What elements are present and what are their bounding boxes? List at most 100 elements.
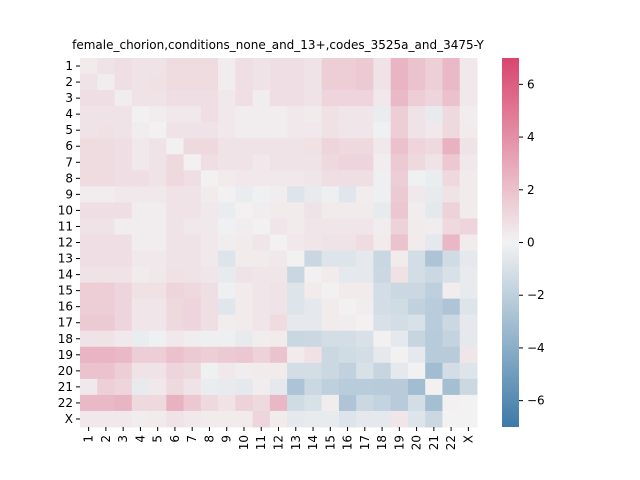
- heatmap-cell: [200, 314, 219, 332]
- heatmap-cell: [80, 154, 98, 171]
- heatmap-cell: [321, 122, 340, 139]
- heatmap-cell: [235, 362, 254, 380]
- heatmap-cell: [442, 330, 461, 348]
- heatmap-cell: [80, 106, 98, 123]
- x-axis-ticks: 1 2 3 4 5 6 7 8 9 10 11 12 13 14 15 16 17 18 19 20 21 22 X: [82, 427, 475, 450]
- heatmap-cell: [407, 394, 426, 412]
- heatmap-cell: [407, 122, 426, 139]
- heatmap-cell: [218, 362, 236, 380]
- y-tick-label: 8: [65, 171, 73, 185]
- heatmap-cell: [269, 410, 288, 428]
- heatmap-cell: [459, 298, 478, 316]
- heatmap-cell: [442, 154, 461, 171]
- heatmap-cell: [287, 266, 305, 284]
- heatmap-cell: [425, 250, 443, 268]
- heatmap-cell: [304, 298, 323, 316]
- heatmap-cell: [149, 90, 167, 107]
- heatmap-cell: [252, 314, 271, 332]
- heatmap-cell: [459, 250, 478, 268]
- heatmap-cell: [442, 362, 461, 380]
- heatmap-cell: [183, 122, 202, 139]
- heatmap-cell: [149, 330, 167, 348]
- heatmap-cell: [252, 154, 271, 171]
- colorbar-tick-label: −2: [527, 288, 545, 302]
- heatmap-cell: [390, 106, 409, 123]
- heatmap-cell: [338, 234, 357, 252]
- heatmap-cell: [338, 90, 357, 107]
- x-tick-label: 15: [323, 435, 337, 450]
- heatmap-cell: [373, 154, 392, 171]
- heatmap-cell: [114, 186, 133, 203]
- heatmap-cell: [356, 394, 374, 412]
- colorbar-tick-label: −6: [527, 394, 545, 408]
- heatmap-cell: [97, 74, 116, 91]
- heatmap-cell: [252, 218, 271, 235]
- heatmap-cell: [97, 250, 116, 268]
- heatmap-cell: [183, 58, 202, 75]
- heatmap-cell: [252, 234, 271, 252]
- heatmap-cell: [200, 378, 219, 396]
- heatmap-cell: [269, 250, 288, 268]
- heatmap-cell: [131, 74, 150, 91]
- heatmap-cell: [304, 186, 323, 203]
- heatmap-cell: [166, 394, 185, 412]
- heatmap-cell: [459, 122, 478, 139]
- y-tick-label: 6: [65, 139, 73, 153]
- heatmap-cell: [287, 378, 305, 396]
- heatmap-cell: [218, 74, 236, 91]
- heatmap-cell: [131, 90, 150, 107]
- heatmap-cell: [287, 218, 305, 235]
- heatmap-cell: [97, 154, 116, 171]
- heatmap-cell: [338, 282, 357, 300]
- heatmap-cell: [131, 122, 150, 139]
- heatmap-cell: [200, 394, 219, 412]
- heatmap-cell: [269, 154, 288, 171]
- heatmap-cell: [269, 90, 288, 107]
- colorbar-tick-label: 4: [527, 130, 535, 144]
- heatmap-cell: [131, 202, 150, 219]
- heatmap-cell: [390, 170, 409, 187]
- heatmap-cell: [442, 394, 461, 412]
- heatmap-cell: [304, 330, 323, 348]
- heatmap-cell: [149, 218, 167, 235]
- heatmap-cell: [114, 58, 133, 75]
- heatmap-cell: [149, 138, 167, 155]
- heatmap-cell: [252, 330, 271, 348]
- heatmap-cell: [235, 266, 254, 284]
- heatmap-cell: [442, 122, 461, 139]
- heatmap-cell: [149, 186, 167, 203]
- heatmap-cell: [338, 410, 357, 428]
- heatmap-cell: [97, 314, 116, 332]
- heatmap-cell: [390, 266, 409, 284]
- heatmap-cell: [356, 346, 374, 364]
- heatmap-cell: [252, 106, 271, 123]
- heatmap-cell: [131, 154, 150, 171]
- heatmap-cell: [149, 250, 167, 268]
- heatmap-cell: [183, 298, 202, 316]
- heatmap-cell: [321, 314, 340, 332]
- heatmap-cell: [218, 282, 236, 300]
- heatmap-cell: [200, 138, 219, 155]
- heatmap-cell: [321, 170, 340, 187]
- heatmap-cell: [183, 154, 202, 171]
- heatmap-cell: [407, 170, 426, 187]
- colorbar-tick-label: 2: [527, 183, 535, 197]
- heatmap-cell: [235, 330, 254, 348]
- heatmap-cell: [235, 74, 254, 91]
- heatmap-cell: [200, 266, 219, 284]
- heatmap-cell: [166, 170, 185, 187]
- heatmap-cell: [235, 138, 254, 155]
- heatmap-cell: [287, 362, 305, 380]
- heatmap-cell: [338, 186, 357, 203]
- heatmap-cell: [131, 282, 150, 300]
- heatmap-cell: [183, 202, 202, 219]
- heatmap-cell: [442, 410, 461, 428]
- heatmap-cell: [166, 202, 185, 219]
- heatmap-cell: [459, 170, 478, 187]
- heatmap-cell: [252, 122, 271, 139]
- heatmap-cell: [425, 186, 443, 203]
- heatmap-cell: [287, 250, 305, 268]
- heatmap-cell: [442, 218, 461, 235]
- x-tick-label: 7: [185, 435, 199, 443]
